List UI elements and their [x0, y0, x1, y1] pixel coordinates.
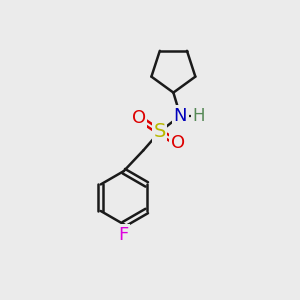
Text: O: O — [171, 134, 185, 152]
Text: H: H — [193, 107, 205, 125]
Text: F: F — [118, 226, 129, 244]
Text: O: O — [132, 109, 146, 127]
Text: S: S — [153, 122, 166, 141]
Text: N: N — [174, 107, 187, 125]
